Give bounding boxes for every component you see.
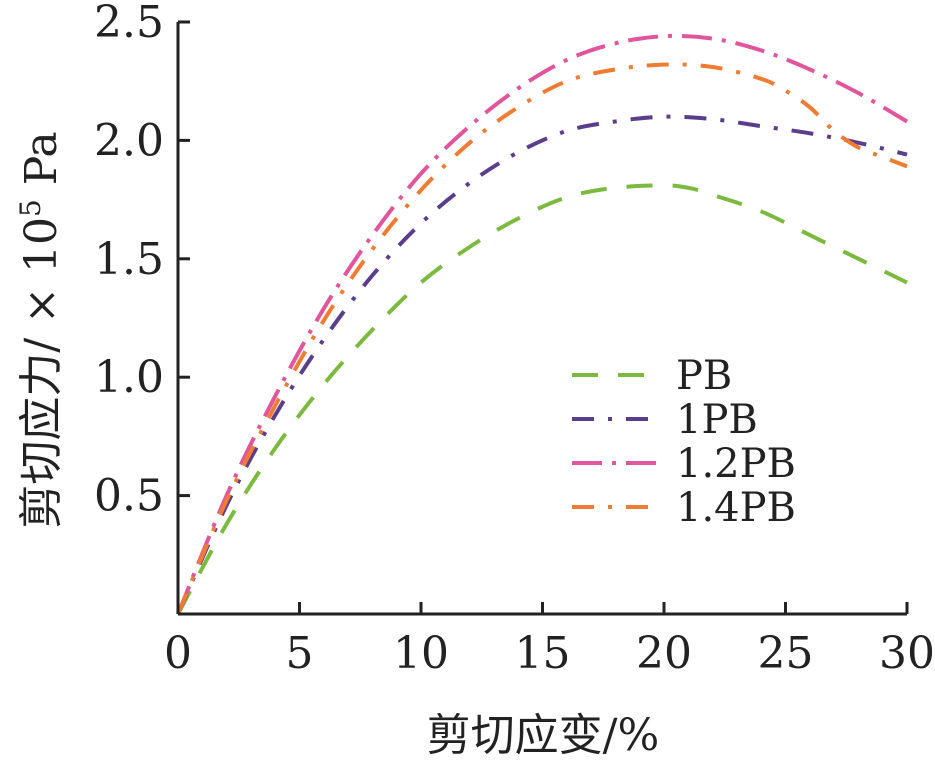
y-axis-title-main: 剪切应力/ × 10 bbox=[16, 217, 67, 529]
y-axis-title-unit: Pa bbox=[16, 131, 67, 199]
y-axis-title-exponent: 5 bbox=[14, 199, 47, 217]
x-tick-label: 10 bbox=[393, 628, 449, 679]
series-line-2 bbox=[176, 114, 908, 615]
legend-label: 1PB bbox=[676, 397, 758, 443]
x-tick-label: 0 bbox=[164, 628, 192, 679]
x-tick-label: 30 bbox=[879, 628, 935, 679]
x-tick-label: 20 bbox=[636, 628, 692, 679]
series-line-1 bbox=[176, 183, 908, 615]
y-tick-label: 1.0 bbox=[94, 352, 164, 403]
x-tick-label: 5 bbox=[286, 628, 314, 679]
y-tick-label: 0.5 bbox=[94, 471, 164, 522]
series-line-4 bbox=[176, 62, 908, 615]
series-line-3 bbox=[176, 33, 909, 615]
ticks: 0 5 10 15 20 25 30 0.5 1.0 1.5 2.0 2.5 bbox=[94, 0, 935, 679]
legend-label: 1.2PB bbox=[676, 441, 796, 487]
legend-label: PB bbox=[676, 353, 732, 399]
x-axis-title: 剪切应变/% bbox=[427, 710, 660, 761]
y-tick-label: 2.5 bbox=[94, 0, 164, 48]
x-tick-label: 15 bbox=[515, 628, 571, 679]
axes bbox=[176, 22, 907, 616]
series-lines bbox=[176, 33, 909, 615]
y-tick-label: 1.5 bbox=[94, 234, 164, 285]
y-axis-title: 剪切应力/ × 105 Pa bbox=[14, 131, 67, 528]
y-tick-label: 2.0 bbox=[94, 115, 164, 166]
legend-label: 1.4PB bbox=[676, 485, 796, 531]
x-tick-label: 25 bbox=[758, 628, 814, 679]
